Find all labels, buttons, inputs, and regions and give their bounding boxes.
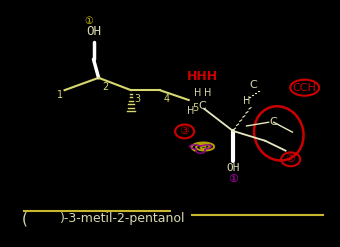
Text: ③: ③ bbox=[180, 126, 190, 136]
Text: ②: ② bbox=[286, 154, 296, 164]
Text: OH: OH bbox=[86, 25, 101, 38]
Text: C: C bbox=[270, 117, 277, 127]
Text: )-3-metil-2-pentanol: )-3-metil-2-pentanol bbox=[59, 212, 185, 225]
Text: 3: 3 bbox=[134, 94, 140, 104]
Text: OH: OH bbox=[226, 163, 240, 173]
Text: H: H bbox=[204, 88, 211, 98]
Text: 5: 5 bbox=[192, 103, 198, 112]
Text: 1: 1 bbox=[57, 90, 63, 100]
Text: C: C bbox=[250, 80, 257, 90]
Text: CCH: CCH bbox=[293, 83, 317, 93]
Text: ①: ① bbox=[84, 16, 93, 26]
Text: 4: 4 bbox=[163, 94, 169, 104]
Text: H: H bbox=[193, 88, 201, 98]
Text: H: H bbox=[187, 106, 194, 116]
Text: C: C bbox=[199, 101, 206, 111]
Text: HHH: HHH bbox=[187, 70, 218, 82]
Text: (: ( bbox=[22, 211, 28, 226]
Text: H: H bbox=[243, 96, 250, 106]
Text: ①: ① bbox=[228, 174, 238, 184]
Text: 2: 2 bbox=[102, 82, 108, 91]
